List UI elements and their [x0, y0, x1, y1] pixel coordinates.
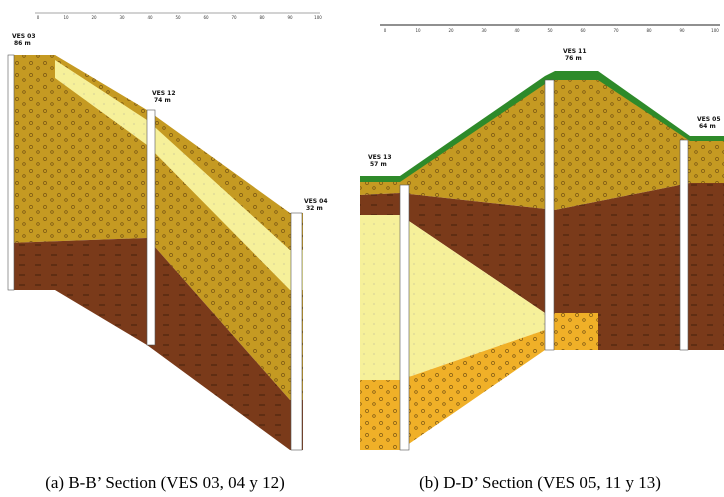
scale-label: 30 — [481, 28, 487, 33]
sounding-name: VES 13 — [368, 154, 392, 161]
sounding-elevation: 32 m — [306, 205, 323, 212]
sounding-elevation: 64 m — [699, 123, 716, 130]
scale-label: 80 — [646, 28, 652, 33]
scale-label: 100 — [314, 15, 322, 20]
sounding-name: VES 11 — [563, 48, 587, 55]
sounding-elevation: 57 m — [370, 161, 387, 168]
scale-label: 90 — [287, 15, 293, 20]
scale-label: 50 — [547, 28, 553, 33]
scale-label: 70 — [613, 28, 619, 33]
scale-label: 10 — [415, 28, 421, 33]
scale-label: 20 — [448, 28, 454, 33]
scale-label: 80 — [259, 15, 265, 20]
section-b — [7, 12, 320, 451]
section-d — [360, 24, 724, 451]
scale-label: 60 — [580, 28, 586, 33]
sounding-elevation: 86 m — [14, 40, 31, 47]
sounding-elevation: 74 m — [154, 97, 171, 104]
scale-label: 90 — [679, 28, 685, 33]
sounding-elevation: 76 m — [565, 55, 582, 62]
scale-label: 70 — [231, 15, 237, 20]
scale-label: 30 — [119, 15, 125, 20]
sounding-name: VES 03 — [12, 33, 36, 40]
sounding-name: VES 12 — [152, 90, 176, 97]
scale-label: 60 — [203, 15, 209, 20]
scale-label: 50 — [175, 15, 181, 20]
scale-label: 10 — [63, 15, 69, 20]
scale-label: 40 — [514, 28, 520, 33]
sounding-name: VES 05 — [697, 116, 721, 123]
scale-label: 20 — [91, 15, 97, 20]
caption: (a) B-B’ Section (VES 03, 04 y 12) — [45, 473, 285, 492]
scale-label: 100 — [711, 28, 719, 33]
sounding-name: VES 04 — [304, 198, 328, 205]
caption: (b) D-D’ Section (VES 05, 11 y 13) — [419, 473, 661, 492]
scale-label: 40 — [147, 15, 153, 20]
scale-label: 0 — [37, 15, 40, 20]
scale-label: 0 — [384, 28, 387, 33]
